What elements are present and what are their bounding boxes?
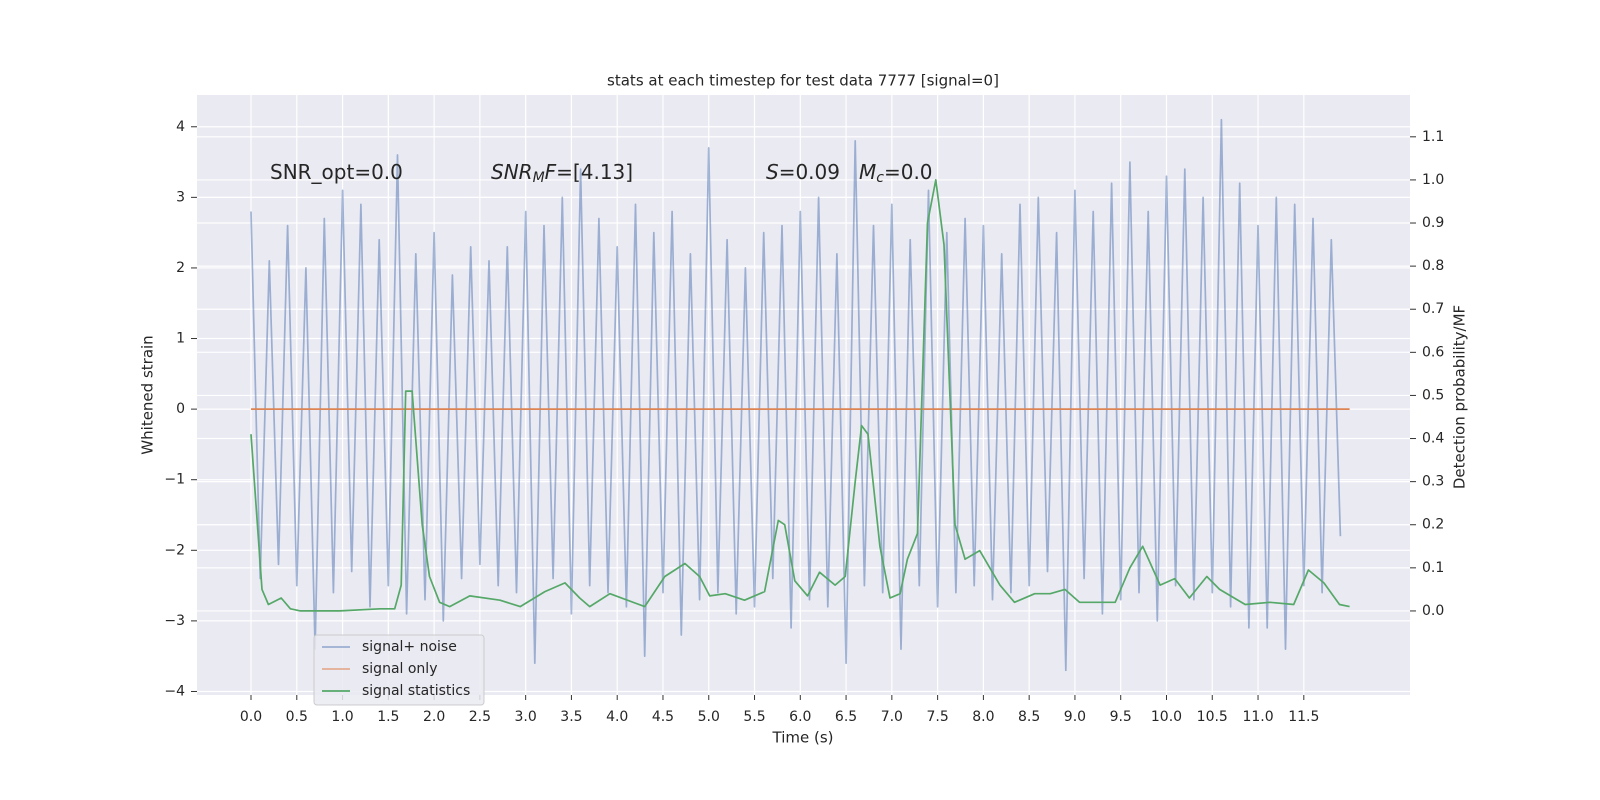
y-axis-label: Whitened strain xyxy=(139,335,157,454)
x-tick-label: 11.0 xyxy=(1242,709,1273,725)
x-tick-label: 10.5 xyxy=(1197,709,1228,725)
x-tick-label: 10.0 xyxy=(1151,709,1182,725)
y-tick-label: 3 xyxy=(176,189,185,205)
legend-label: signal only xyxy=(362,661,437,677)
x-tick-label: 5.0 xyxy=(698,709,720,725)
y-tick-label: −3 xyxy=(164,613,185,629)
x-tick-label: 9.5 xyxy=(1110,709,1132,725)
annotation: SNRMF=[4.13] xyxy=(491,160,633,187)
annotation-part: S xyxy=(766,160,779,184)
y2-tick-label: 1.0 xyxy=(1422,172,1444,188)
series-line xyxy=(250,118,1342,672)
y-tick-label: −2 xyxy=(164,542,185,558)
y-tick-label: 1 xyxy=(176,331,185,347)
y-tick-label: 2 xyxy=(176,260,185,276)
annotation-part: c xyxy=(876,170,884,186)
y2-tick-label: 0.8 xyxy=(1422,258,1444,274)
legend-box xyxy=(313,634,485,706)
x-tick-label: 0.0 xyxy=(240,709,262,725)
y2-tick-label: 0.4 xyxy=(1422,431,1444,447)
x-tick-label: 9.0 xyxy=(1064,709,1086,725)
y-tick-label: −1 xyxy=(164,472,185,488)
annotation-part: =[4.13] xyxy=(556,160,633,184)
x-tick-label: 7.0 xyxy=(881,709,903,725)
y2-tick-label: 0.2 xyxy=(1422,517,1444,533)
annotation-part: =0.09 xyxy=(779,160,840,184)
y2-axis-label: Detection probability/MF xyxy=(1451,305,1469,489)
x-tick-label: 2.0 xyxy=(423,709,445,725)
y-tick-label: 4 xyxy=(176,119,185,135)
x-tick-label: 4.5 xyxy=(652,709,674,725)
y2-tick-label: 0.9 xyxy=(1422,215,1444,231)
annotation: Mc=0.0 xyxy=(859,160,933,187)
y-tick-label: −4 xyxy=(164,683,185,699)
legend-label: signal+ noise xyxy=(362,639,457,655)
annotation-part: SNR xyxy=(491,160,533,184)
x-tick-label: 3.0 xyxy=(515,709,537,725)
series-line xyxy=(250,179,1350,612)
x-tick-label: 5.5 xyxy=(743,709,765,725)
y2-tick-label: 0.7 xyxy=(1422,301,1444,317)
x-tick-label: 6.5 xyxy=(835,709,857,725)
x-tick-label: 3.5 xyxy=(560,709,582,725)
x-tick-label: 7.5 xyxy=(926,709,948,725)
x-tick-label: 0.5 xyxy=(286,709,308,725)
x-axis-label: Time (s) xyxy=(772,729,834,747)
legend-label: signal statistics xyxy=(362,683,470,699)
x-tick-label: 1.0 xyxy=(331,709,353,725)
annotation-part: =0.0 xyxy=(884,160,933,184)
marks xyxy=(250,118,1350,672)
x-tick-label: 8.5 xyxy=(1018,709,1040,725)
annotation-part: F xyxy=(545,160,557,184)
x-tick-label: 1.5 xyxy=(377,709,399,725)
y2-tick-label: 0.5 xyxy=(1422,387,1444,403)
annotation-part: SNR_opt=0.0 xyxy=(270,160,403,184)
x-tick-label: 2.5 xyxy=(469,709,491,725)
annotation-part: M xyxy=(859,160,876,184)
annotation: SNR_opt=0.0 xyxy=(270,160,403,184)
annotation-part: M xyxy=(533,170,545,186)
y-tick-label: 0 xyxy=(176,401,185,417)
x-tick-label: 4.0 xyxy=(606,709,628,725)
x-tick-label: 8.0 xyxy=(972,709,994,725)
x-tick-label: 11.5 xyxy=(1288,709,1319,725)
y2-tick-label: 0.0 xyxy=(1422,603,1444,619)
x-tick-label: 6.0 xyxy=(789,709,811,725)
labels: 0.0 0.5 1.0 1.5 2.0 2.5 3.0 3.5 4.0 4.5 5.0 5.5 6.0 6… xyxy=(164,119,1444,725)
y2-tick-label: 0.1 xyxy=(1422,560,1444,576)
chart-title: stats at each timestep for test data 777… xyxy=(607,72,999,90)
y2-tick-label: 0.6 xyxy=(1422,344,1444,360)
annotation: S=0.09 xyxy=(766,160,840,184)
y2-tick-label: 0.3 xyxy=(1422,474,1444,490)
y2-tick-label: 1.1 xyxy=(1422,129,1444,145)
